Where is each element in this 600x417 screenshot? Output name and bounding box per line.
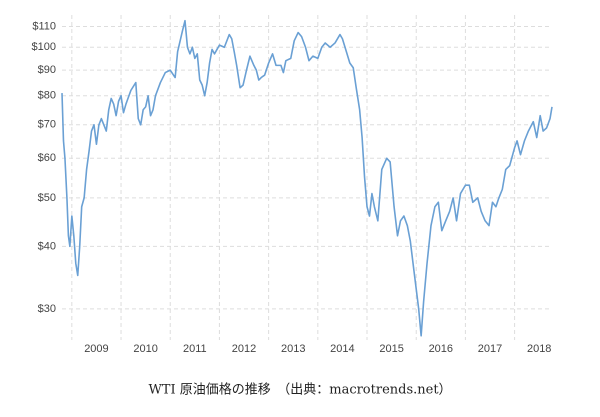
x-tick-label: 2012 [232, 343, 256, 355]
y-tick-label: $90 [38, 64, 56, 76]
x-tick-label: 2010 [133, 343, 157, 355]
chart-caption: WTI 原油価格の推移 （出典：macrotrends.net） [148, 382, 451, 398]
y-tick-label: $60 [38, 152, 56, 164]
y-tick-label: $40 [38, 240, 56, 252]
x-tick-label: 2011 [183, 343, 207, 355]
y-tick-label: $70 [38, 119, 56, 131]
y-tick-label: $30 [38, 303, 56, 315]
x-tick-label: 2016 [429, 343, 453, 355]
x-tick-label: 2009 [84, 343, 108, 355]
y-tick-label: $110 [32, 20, 56, 32]
x-tick-label: 2017 [478, 343, 502, 355]
x-tick-label: 2015 [379, 343, 403, 355]
y-tick-label: $100 [32, 41, 56, 53]
y-tick-label: $80 [38, 90, 56, 102]
price-line [61, 19, 553, 337]
x-tick-label: 2013 [281, 343, 305, 355]
x-tick-label: 2014 [330, 343, 354, 355]
y-tick-label: $50 [38, 192, 56, 204]
x-tick-label: 2018 [527, 343, 551, 355]
